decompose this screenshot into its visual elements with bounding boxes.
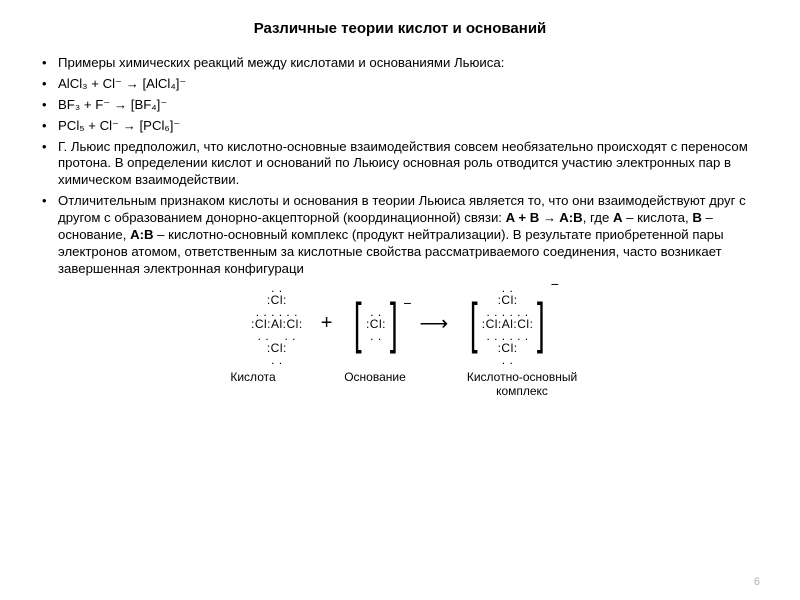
text-B: B	[692, 210, 702, 225]
charge-minus-icon: −	[551, 276, 559, 292]
lewis-acid: . . :Cl: . . . . . . :Cl:Al:Cl: . . . . …	[251, 282, 303, 366]
bullet-theory-2: Отличительным признаком кислоты и основа…	[40, 193, 760, 277]
slide-title: Различные теории кислот и оснований	[40, 20, 760, 37]
text-AB: A:B	[130, 227, 153, 242]
slide: Различные теории кислот и оснований Прим…	[0, 0, 800, 600]
bracket-left-icon: [	[470, 301, 478, 346]
bullet-intro: Примеры химических реакций между кислота…	[40, 55, 760, 72]
lewis-diagram: . . :Cl: . . . . . . :Cl:Al:Cl: . . . . …	[40, 282, 760, 366]
diagram-labels: Кислота Основание Кислотно-основный комп…	[40, 370, 760, 398]
lewis-base-wrap: [ . . :Cl: . . ] −	[350, 301, 401, 346]
lewis-base: . . :Cl: . .	[366, 306, 386, 342]
bracket-right-icon: ]	[537, 301, 545, 346]
text-post: – кислотно-основный комплекс (продукт не…	[58, 227, 724, 276]
bullet-theory-1: Г. Льюис предположил, что кислотно-основ…	[40, 139, 760, 190]
plus-sign: +	[317, 312, 337, 335]
bracket-right-icon: ]	[390, 301, 398, 346]
charge-minus-icon: −	[403, 295, 411, 311]
lewis-complex: . . :Cl: . . . . . . :Cl:Al:Cl: . . . . …	[482, 282, 534, 366]
text-eq: A + B → A:B	[506, 210, 583, 225]
arrow-icon: ⟶	[416, 311, 453, 336]
text-mid2: – кислота,	[622, 210, 692, 225]
bracket-left-icon: [	[354, 301, 362, 346]
bullet-reaction-1: AlCl₃ + Cl⁻ → [AlCl₄]⁻	[40, 76, 760, 93]
label-base: Основание	[320, 370, 430, 398]
label-complex: Кислотно-основный комплекс	[442, 370, 602, 398]
bullet-list: Примеры химических реакций между кислота…	[40, 55, 760, 278]
page-number: 6	[754, 576, 760, 588]
label-acid: Кислота	[198, 370, 308, 398]
text-mid1: , где	[583, 210, 613, 225]
bullet-reaction-2: BF₃ + F⁻ → [BF₄]⁻	[40, 97, 760, 114]
bullet-reaction-3: PCl₅ + Cl⁻ → [PCl₆]⁻	[40, 118, 760, 135]
lewis-complex-wrap: [ . . :Cl: . . . . . . :Cl:Al:Cl: . . . …	[466, 282, 549, 366]
